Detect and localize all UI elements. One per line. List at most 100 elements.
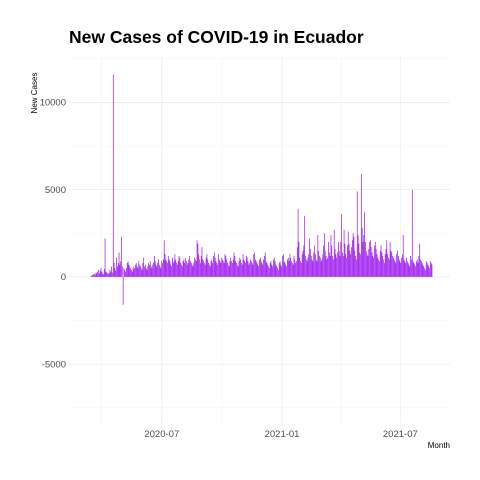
bar (420, 259, 421, 277)
bar (203, 261, 205, 277)
bar (306, 261, 308, 277)
bar (259, 257, 261, 277)
bar (385, 248, 387, 277)
bar (139, 264, 140, 277)
bar (233, 252, 235, 277)
bar (352, 233, 354, 277)
bar (361, 228, 363, 277)
bar (416, 259, 418, 277)
bar (177, 261, 179, 277)
bar (286, 266, 287, 277)
bar (400, 262, 402, 277)
bar (103, 274, 104, 277)
bar (218, 259, 220, 277)
bar (281, 266, 283, 277)
bar (209, 266, 211, 277)
bar (218, 254, 219, 277)
bar (416, 261, 417, 277)
bar (263, 259, 264, 277)
bar (130, 268, 131, 277)
bar (107, 273, 108, 277)
bar (301, 254, 303, 277)
bar (357, 235, 359, 277)
bar (201, 247, 203, 277)
bar (219, 261, 221, 277)
bar (159, 266, 161, 277)
y-tick-label: -5000 (42, 359, 66, 370)
bar (194, 257, 195, 277)
bar (346, 257, 347, 277)
bar (381, 252, 383, 277)
bar (123, 268, 125, 277)
bar (271, 264, 273, 277)
bar (245, 255, 247, 277)
bar (184, 262, 186, 277)
bar (411, 189, 413, 277)
y-tick-label: 0 (61, 272, 66, 283)
bar (375, 248, 377, 277)
bar (185, 257, 186, 277)
bar (155, 264, 157, 277)
bar (374, 245, 375, 277)
bar (371, 252, 373, 277)
bar (171, 266, 172, 277)
bar (213, 255, 214, 277)
bar (222, 261, 224, 277)
bar (223, 262, 225, 277)
bar (137, 268, 139, 277)
grid (69, 57, 450, 427)
bar (291, 261, 292, 277)
bar (403, 259, 405, 277)
bar (181, 264, 182, 277)
bar (369, 242, 370, 277)
bar (103, 269, 105, 277)
bar (191, 264, 193, 277)
bar (244, 261, 246, 277)
bar (243, 259, 245, 277)
bar (339, 255, 341, 277)
bar (372, 255, 374, 277)
bar (164, 254, 166, 277)
bar (146, 269, 148, 277)
bar (388, 259, 390, 277)
bar (362, 242, 364, 277)
bar (411, 259, 412, 277)
bar (426, 262, 428, 277)
bar (126, 268, 127, 277)
bar (100, 268, 102, 277)
bar (423, 266, 425, 277)
bar (342, 255, 344, 277)
bar (225, 255, 227, 277)
bar (212, 262, 214, 277)
bar (215, 261, 217, 277)
bar (152, 264, 154, 277)
bar (328, 242, 329, 277)
bar (250, 261, 252, 277)
bar (179, 257, 181, 277)
bar (354, 250, 356, 277)
bar (396, 254, 398, 277)
bar (319, 255, 320, 277)
bar (401, 257, 402, 277)
bar (210, 261, 212, 277)
bar (387, 254, 388, 277)
bar (173, 261, 175, 277)
bar (109, 269, 111, 277)
bar (260, 261, 262, 277)
y-tick-label: 10000 (40, 98, 66, 109)
bar (145, 268, 147, 277)
bar (121, 236, 122, 277)
bar (413, 262, 415, 277)
bar (261, 262, 263, 277)
bar (211, 259, 213, 277)
bar (315, 259, 317, 277)
bar (209, 264, 210, 277)
bar (320, 261, 322, 277)
bar (239, 257, 241, 277)
bar (237, 266, 239, 277)
bar (132, 269, 134, 277)
bar (318, 250, 319, 277)
bar (94, 274, 96, 277)
bar (133, 266, 135, 277)
